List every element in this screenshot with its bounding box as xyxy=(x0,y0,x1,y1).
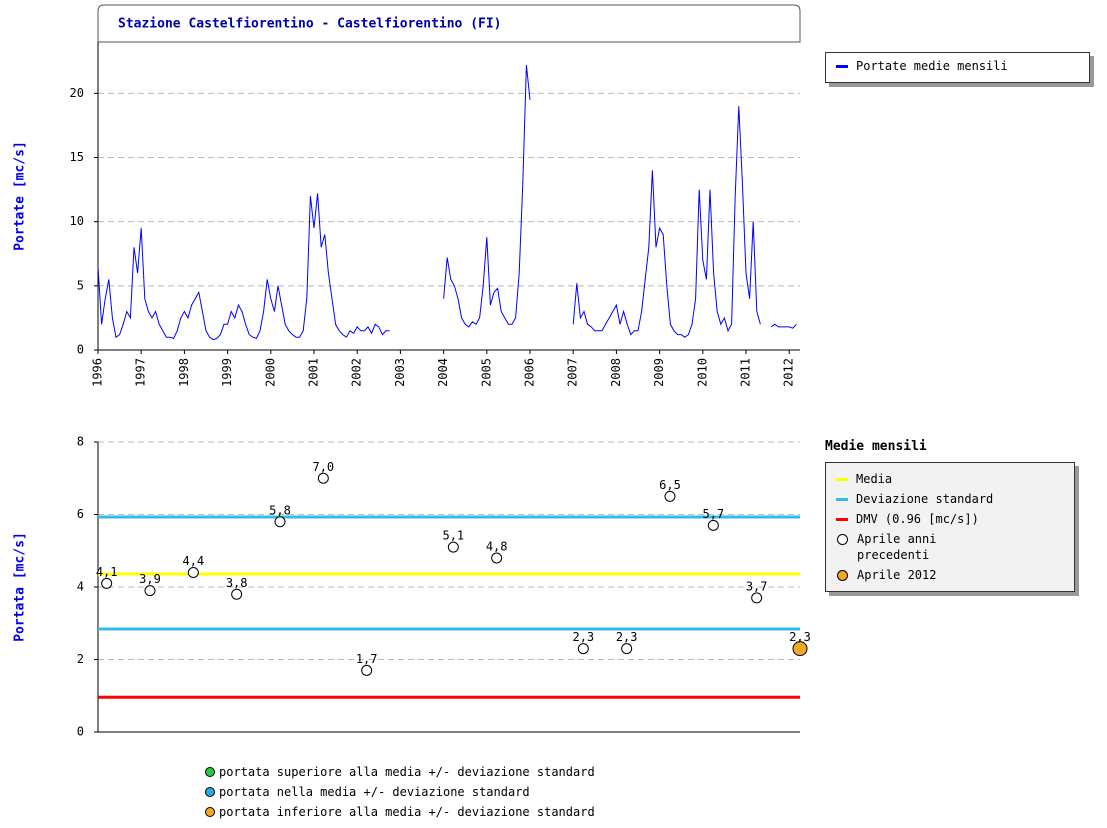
legend-swatch xyxy=(836,498,848,501)
data-label: 3,7 xyxy=(746,579,768,593)
data-label: 2,3 xyxy=(789,630,811,644)
note-text: portata inferiore alla media +/- deviazi… xyxy=(219,805,595,819)
y-tick-label: 8 xyxy=(77,435,84,449)
legend-label: Deviazione standard xyxy=(856,492,994,506)
data-point xyxy=(187,567,199,578)
x-tick-label: 2003 xyxy=(393,358,407,387)
x-tick-label: 2002 xyxy=(350,358,364,387)
note-dot xyxy=(205,767,215,777)
data-label: 5,7 xyxy=(702,507,724,521)
x-tick-label: 2001 xyxy=(307,358,321,387)
x-tick-label: 1996 xyxy=(91,358,105,387)
data-point xyxy=(664,490,676,502)
x-tick-label: 2009 xyxy=(652,358,666,387)
x-tick-label: 2011 xyxy=(739,358,753,387)
data-line xyxy=(97,65,797,341)
y-tick-label: 6 xyxy=(77,507,84,521)
legend-swatch xyxy=(836,65,848,68)
legend: Media Deviazione standard DMV (0.96 [mc/s]… xyxy=(825,462,1075,592)
legend-item: Portate medie mensili xyxy=(836,58,1079,74)
data-label: 3,8 xyxy=(226,576,248,590)
data-point xyxy=(447,541,459,553)
y-tick-label: 0 xyxy=(77,343,84,357)
data-point xyxy=(707,519,719,531)
data-label: 3,9 xyxy=(139,572,161,586)
legend-title: Medie mensili xyxy=(825,439,927,454)
data-label: 4,8 xyxy=(486,540,508,554)
data-point xyxy=(792,641,808,657)
x-tick-label: 1997 xyxy=(134,358,148,387)
data-point xyxy=(144,585,156,597)
legend-item: Media xyxy=(836,471,1064,487)
data-label: 7,0 xyxy=(312,460,334,474)
legend-label: DMV (0.96 [mc/s]) xyxy=(856,512,979,526)
y-tick-label: 0 xyxy=(77,725,84,739)
data-label: 6,5 xyxy=(659,478,681,492)
legend-item: DMV (0.96 [mc/s]) xyxy=(836,511,1064,527)
x-tick-label: 2007 xyxy=(566,358,580,387)
data-label: 2,3 xyxy=(572,630,594,644)
x-tick-label: 2005 xyxy=(479,358,493,387)
note-dot xyxy=(205,807,215,817)
x-tick-label: 2012 xyxy=(782,358,796,387)
note: portata inferiore alla media +/- deviazi… xyxy=(205,805,595,819)
note-text: portata nella media +/- deviazione stand… xyxy=(219,785,530,799)
x-tick-label: 2000 xyxy=(263,358,277,387)
note: portata superiore alla media +/- deviazi… xyxy=(205,765,595,779)
data-label: 5,8 xyxy=(269,503,291,517)
x-tick-label: 1999 xyxy=(220,358,234,387)
y-tick-label: 15 xyxy=(70,150,84,164)
x-tick-label: 2010 xyxy=(695,358,709,387)
data-point xyxy=(621,643,633,655)
legend-item: Aprile 2012 xyxy=(836,567,1064,583)
data-point xyxy=(101,577,113,589)
x-tick-label: 2006 xyxy=(523,358,537,387)
legend-item: Deviazione standard xyxy=(836,491,1064,507)
data-label: 4,4 xyxy=(182,554,204,568)
legend-item: Aprile anni precedenti xyxy=(836,531,1064,563)
title-box xyxy=(97,4,801,43)
data-point xyxy=(231,588,243,600)
legend-swatch xyxy=(836,478,848,481)
data-point xyxy=(491,552,503,564)
y-tick-label: 10 xyxy=(70,214,84,228)
chart-title: Stazione Castelfiorentino - Castelfioren… xyxy=(118,17,502,32)
y-tick-label: 2 xyxy=(77,652,84,666)
legend-swatch xyxy=(836,518,848,521)
note-text: portata superiore alla media +/- deviazi… xyxy=(219,765,595,779)
legend-label: Portate medie mensili xyxy=(856,59,1008,73)
note-dot xyxy=(205,787,215,797)
legend-label: Aprile 2012 xyxy=(857,568,937,582)
data-point xyxy=(274,516,286,528)
data-label: 2,3 xyxy=(616,630,638,644)
y-tick-label: 4 xyxy=(77,580,84,594)
x-tick-label: 2008 xyxy=(609,358,623,387)
y-tick-label: 20 xyxy=(70,86,84,100)
legend-label: Media xyxy=(856,472,893,486)
data-point xyxy=(361,664,373,676)
note: portata nella media +/- deviazione stand… xyxy=(205,785,530,799)
data-point xyxy=(317,472,329,484)
y-tick-label: 5 xyxy=(77,278,84,292)
x-tick-label: 1998 xyxy=(177,358,191,387)
data-point xyxy=(751,592,763,604)
data-label: 5,1 xyxy=(442,529,464,543)
data-point xyxy=(577,643,589,655)
legend-swatch xyxy=(837,570,848,581)
y-axis-label: Portate [mc/s] xyxy=(13,141,28,251)
legend-label: Aprile anni precedenti xyxy=(857,532,937,562)
data-label: 1,7 xyxy=(356,652,378,666)
legend: Portate medie mensili xyxy=(825,52,1090,83)
data-label: 4,1 xyxy=(96,565,118,579)
x-tick-label: 2004 xyxy=(436,358,450,387)
y-axis-label: Portata [mc/s] xyxy=(13,532,28,642)
legend-swatch xyxy=(837,534,848,545)
